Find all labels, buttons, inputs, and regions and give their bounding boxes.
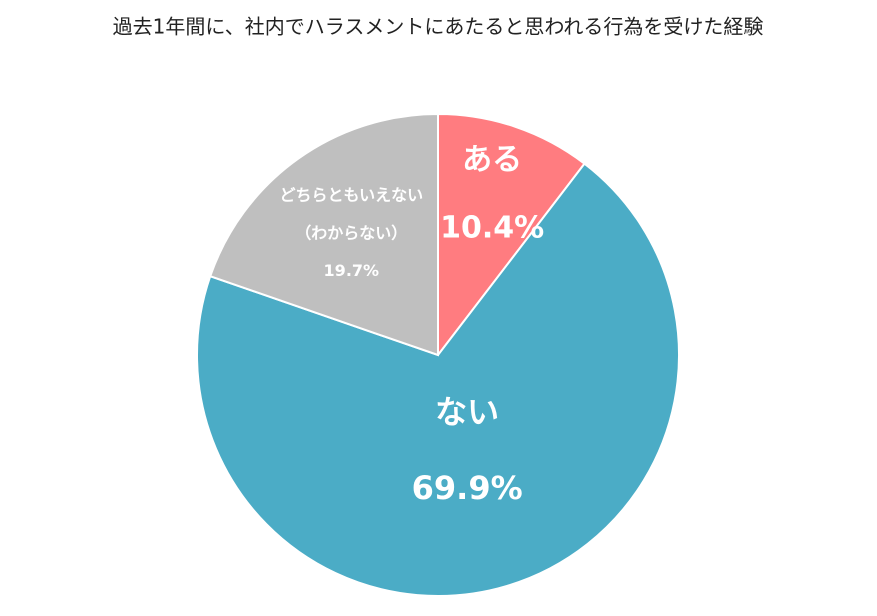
slice-label: ある xyxy=(462,143,522,178)
label-line: （わからない） xyxy=(295,223,407,242)
slice-value-label: 19.7% xyxy=(324,261,380,280)
pie-slice xyxy=(196,162,680,597)
slice-label: ない xyxy=(435,393,499,431)
slice-value-label: 69.9% xyxy=(412,469,523,507)
pie-slice xyxy=(208,112,439,357)
slice-label: どちらともいえない （わからない） xyxy=(279,185,423,242)
pie-slice xyxy=(437,112,586,358)
label-line: どちらともいえない xyxy=(279,185,423,204)
slice-value-label: 10.4% xyxy=(440,211,544,246)
chart-title: 過去1年間に、社内でハラスメントにあたると思われる行為を受けた経験 xyxy=(113,15,764,39)
